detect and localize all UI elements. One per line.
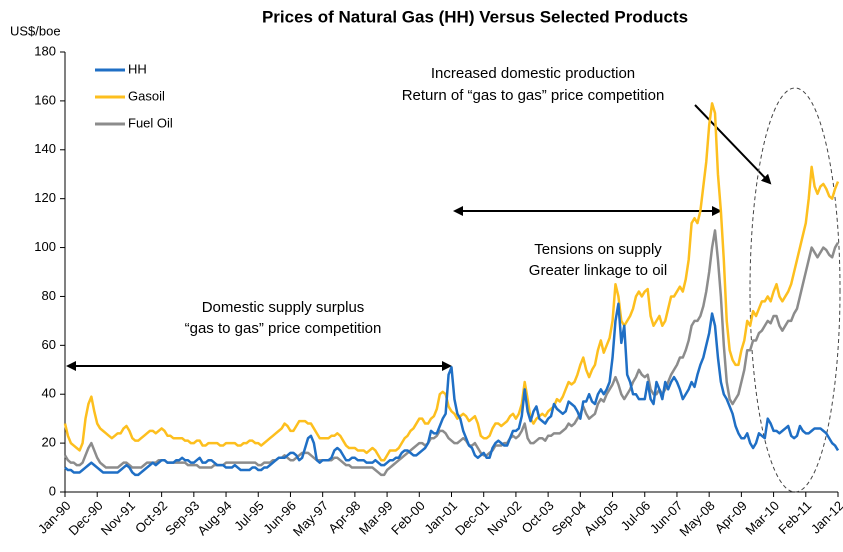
annotation: “gas to gas” price competition [185,320,382,337]
arrow [694,104,772,185]
legend-label: HH [128,61,147,76]
y-tick-label: 160 [34,92,56,107]
x-tick-label: May-08 [676,498,717,539]
y-tick-label: 180 [34,43,56,58]
y-tick-label: 60 [42,337,56,352]
x-tick-label: Apr-98 [325,498,363,536]
x-tick-label: Nov-91 [98,498,138,538]
line-series [63,229,840,477]
y-tick-label: 40 [42,386,56,401]
y-tick-label: 0 [49,483,56,498]
legend-label: Gasoil [128,88,165,103]
x-tick-label: Sep-04 [549,498,589,538]
x-tick-label: Mar-99 [356,498,396,538]
annotation: Domestic supply surplus [202,299,365,316]
x-tick-label: Mar-10 [742,498,782,538]
annotation: Increased domestic production [431,65,635,82]
y-tick-label: 100 [34,239,56,254]
x-tick-label: Feb-11 [775,498,814,537]
annotation: Greater linkage to oil [529,262,667,279]
x-tick-label: May-97 [290,498,331,539]
line-series [63,102,840,462]
y-tick-label: 120 [34,190,56,205]
y-axis-label: US$/boe [10,23,61,38]
x-tick-label: Aug-94 [194,498,234,538]
chart-title: Prices of Natural Gas (HH) Versus Select… [262,7,688,26]
x-tick-label: Feb-00 [388,498,428,538]
legend-label: Fuel Oil [128,115,173,130]
y-tick-label: 140 [34,141,56,156]
annotation: Tensions on supply [534,241,662,258]
x-tick-label: Sep-93 [162,498,202,538]
x-tick-label: Jan-12 [808,498,843,537]
x-tick-label: Aug-05 [581,498,621,538]
line-series [64,302,840,477]
x-tick-label: Dec-01 [452,498,492,538]
annotation: Return of “gas to gas” price competition [402,87,665,104]
highlight-ellipse [749,87,841,493]
x-tick-label: Nov-02 [484,498,524,538]
x-tick-label: Dec-90 [66,498,106,538]
y-tick-label: 20 [42,435,56,450]
x-tick-label: Apr-09 [712,498,750,536]
y-tick-label: 80 [42,288,56,303]
